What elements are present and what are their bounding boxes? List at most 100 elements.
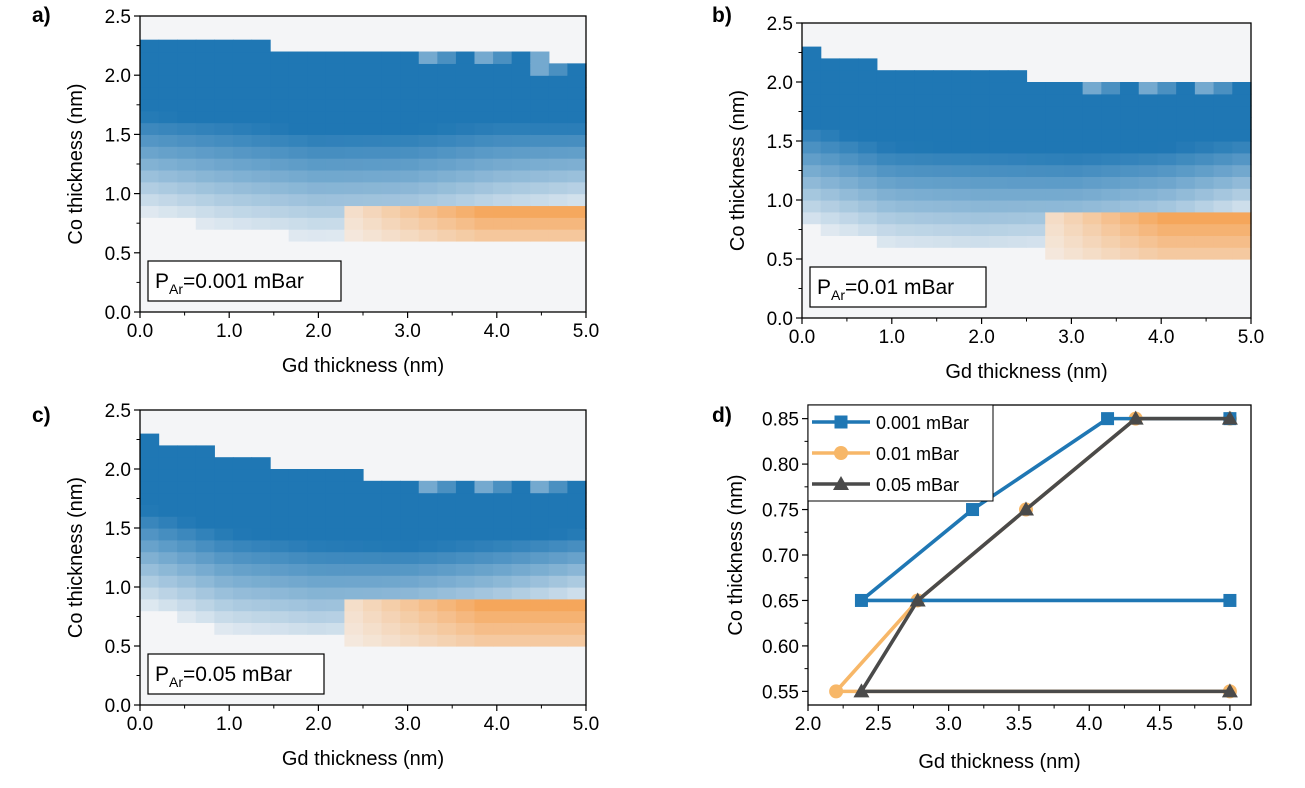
heatmap-cell (1063, 141, 1084, 154)
heatmap-cell (511, 134, 531, 147)
heatmap-cell (307, 146, 327, 159)
heatmap-cell (493, 122, 513, 135)
heatmap-cell (1026, 188, 1046, 201)
heatmap-cell (1120, 141, 1140, 154)
heatmap-cell (932, 235, 953, 248)
heatmap-cell (140, 134, 160, 147)
legend-item: 0.001 mBar (812, 413, 969, 433)
y-tick-label: 2.0 (105, 460, 131, 481)
heatmap-cell (418, 98, 438, 112)
x-axis-label: Gd thickness (nm) (282, 748, 444, 770)
heatmap-cell (1232, 105, 1252, 118)
heatmap-cell (1082, 188, 1102, 201)
heatmap-cell (548, 528, 569, 541)
heatmap-cell (232, 87, 253, 100)
heatmap-cell (970, 211, 990, 225)
heatmap-cell (548, 504, 569, 517)
heatmap-cell (177, 75, 197, 88)
heatmap-cell (1007, 152, 1028, 166)
heatmap-cell (400, 598, 420, 612)
heatmap-cell (214, 575, 234, 588)
heatmap-cell (158, 598, 178, 612)
heatmap-cell (1213, 93, 1233, 107)
heatmap-cell (195, 75, 215, 88)
heatmap-cell (418, 598, 438, 612)
heatmap-cell (325, 158, 346, 171)
heatmap-cell (493, 563, 513, 576)
x-tick-label: 4.0 (484, 714, 510, 735)
data-point (909, 592, 926, 607)
heatmap-cell (1213, 200, 1233, 213)
heatmap-cell (548, 217, 569, 230)
heatmap-cell (307, 169, 327, 183)
heatmap-cell (1026, 223, 1046, 236)
heatmap-cell (325, 504, 346, 517)
heatmap-cell (270, 563, 290, 576)
heatmap-cell (400, 528, 420, 541)
heatmap-cell (455, 110, 476, 124)
heatmap-cell (363, 193, 383, 207)
heatmap-cell (1026, 176, 1046, 189)
heatmap-cell (158, 146, 178, 159)
heatmap-cell (307, 587, 327, 600)
heatmap-cell (195, 110, 215, 124)
heatmap-cell (1157, 247, 1177, 260)
pressure-annotation: PAr=0.05 mBar (155, 663, 292, 690)
heatmap-cell (381, 98, 401, 112)
heatmap-cell (932, 188, 953, 201)
heatmap-cell (820, 93, 841, 107)
heatmap-cell (474, 610, 494, 623)
heatmap-cell (140, 539, 160, 553)
heatmap-cell (951, 141, 971, 154)
heatmap-cell (214, 51, 234, 64)
heatmap-cell (455, 575, 476, 588)
x-axis-label: Gd thickness (nm) (918, 751, 1080, 773)
heatmap-cell (381, 193, 401, 207)
y-tick-label: 0.5 (767, 250, 793, 271)
heatmap-cell (344, 87, 364, 100)
heatmap-cell (951, 188, 971, 201)
heatmap-cell (437, 598, 457, 612)
heatmap-cell (493, 134, 513, 147)
heatmap-cell (493, 551, 513, 564)
heatmap-cell (195, 217, 215, 230)
heatmap-cell (437, 51, 457, 64)
heatmap-cell (140, 551, 160, 564)
heatmap-cell (177, 158, 197, 171)
heatmap-cell (567, 539, 587, 553)
heatmap-cell (158, 480, 178, 494)
heatmap-cell (474, 110, 494, 124)
heatmap-cell (325, 87, 346, 100)
heatmap-cell (989, 164, 1009, 177)
heatmap-cell (363, 539, 383, 553)
heatmap-cell (1176, 129, 1196, 142)
heatmap-cell (140, 445, 160, 458)
heatmap-cell (895, 200, 915, 213)
heatmap-cell (437, 169, 457, 183)
heatmap-cell (1063, 152, 1084, 166)
heatmap-cell (474, 146, 494, 159)
heatmap-cell (195, 134, 215, 147)
heatmap-cell (858, 164, 878, 177)
heatmap-cell (493, 51, 513, 64)
heatmap-cell (1026, 117, 1046, 130)
heatmap-cell (270, 134, 290, 147)
heatmap-cell (1101, 82, 1121, 95)
legend-item: 0.01 mBar (812, 444, 959, 464)
heatmap-cell (511, 528, 531, 541)
heatmap-cell (989, 176, 1009, 189)
heatmap-cell (232, 587, 253, 600)
heatmap-cell (418, 575, 438, 588)
heatmap-cell (307, 575, 327, 588)
heatmap-cell (288, 563, 308, 576)
heatmap-cell (251, 551, 271, 564)
y-tick-label: 0.60 (762, 637, 799, 658)
heatmap-cell (951, 129, 971, 142)
heatmap-cell (1138, 247, 1159, 260)
heatmap-cell (820, 129, 841, 142)
heatmap-cell (158, 457, 178, 470)
heatmap-cell (437, 551, 457, 564)
x-tick-label: 2.0 (968, 327, 994, 348)
heatmap-cell (251, 39, 271, 53)
x-tick-label: 1.0 (216, 321, 242, 342)
